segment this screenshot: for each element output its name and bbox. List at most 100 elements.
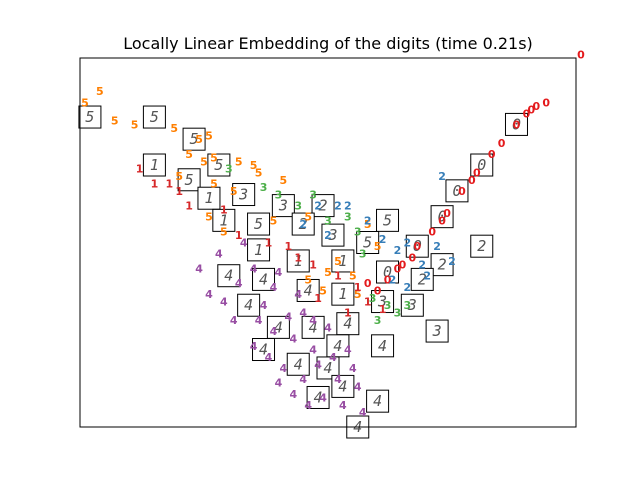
digit-point-1: 1 [175, 185, 183, 198]
digit-thumbnail-frame [366, 389, 390, 413]
digit-point-0: 0 [542, 96, 550, 109]
digit-point-5: 5 [235, 155, 243, 168]
digit-point-2: 2 [334, 200, 342, 213]
digit-thumbnail-frame [182, 127, 206, 151]
digit-thumbnail-frame [197, 186, 221, 210]
digit-point-4: 4 [354, 380, 362, 393]
digit-point-4: 4 [240, 237, 248, 250]
digit-thumbnail-frame [470, 153, 494, 177]
digit-point-0: 0 [468, 174, 476, 187]
digit-point-4: 4 [270, 325, 278, 338]
digit-point-3: 3 [260, 181, 268, 194]
digit-thumbnail-glyph: 5 [185, 171, 194, 189]
digit-point-1: 1 [265, 237, 273, 250]
digit-point-1: 1 [364, 296, 372, 309]
digit-point-5: 5 [131, 118, 139, 131]
digit-thumbnail-frame [306, 385, 330, 409]
digit-thumbnail-glyph: 5 [383, 211, 392, 229]
digit-point-4: 4 [284, 310, 292, 323]
digit-thumbnail-glyph: 5 [214, 156, 223, 174]
digit-thumbnail: 4 [316, 356, 340, 380]
digit-point-3: 3 [309, 189, 317, 202]
digit-thumbnail: 4 [331, 374, 355, 398]
digit-thumbnail-frame [252, 338, 276, 362]
digit-thumbnail: 5 [247, 212, 271, 236]
digit-thumbnail: 1 [247, 238, 271, 262]
digit-point-0: 0 [384, 273, 392, 286]
digit-thumbnail-glyph: 1 [204, 189, 213, 207]
digit-point-5: 5 [81, 96, 89, 109]
digit-point-2: 2 [448, 255, 456, 268]
digit-point-5: 5 [185, 148, 193, 161]
digit-thumbnail-frame [286, 352, 310, 376]
digit-point-3: 3 [369, 292, 377, 305]
digit-point-0: 0 [528, 104, 536, 117]
digit-thumbnail: 2 [470, 234, 494, 258]
digit-thumbnail-frame [217, 264, 241, 288]
digit-point-4: 4 [205, 288, 213, 301]
digit-thumbnail-frame [232, 183, 256, 207]
digit-thumbnail: 5 [142, 105, 166, 129]
digit-point-1: 1 [284, 240, 292, 253]
digit-thumbnail: 4 [237, 293, 261, 317]
digit-thumbnail-frame [356, 231, 380, 254]
digit-thumbnail-glyph: 5 [363, 234, 372, 252]
digit-thumbnail-frame [371, 290, 395, 314]
digit-point-1: 1 [379, 303, 387, 316]
digit-point-3: 3 [344, 211, 352, 224]
digit-thumbnail: 3 [271, 194, 295, 218]
digit-point-4: 4 [334, 373, 342, 386]
digit-thumbnail-glyph: 3 [238, 186, 248, 204]
digit-point-2: 2 [433, 240, 441, 253]
digit-point-5: 5 [374, 240, 382, 253]
digit-thumbnail-frame [331, 249, 355, 273]
digit-point-5: 5 [205, 211, 213, 224]
digit-thumbnail-glyph: 0 [512, 115, 521, 133]
digit-point-2: 2 [379, 233, 387, 246]
digit-thumbnail-glyph: 5 [85, 108, 94, 126]
digit-thumbnail-glyph: 4 [323, 359, 332, 377]
digit-point-2: 2 [324, 229, 332, 242]
digit-thumbnail: 5 [207, 153, 231, 177]
digit-point-5: 5 [319, 284, 327, 297]
digit-point-4: 4 [289, 332, 297, 345]
digit-thumbnail-frame [504, 112, 528, 136]
digit-thumbnail-glyph: 2 [418, 270, 427, 288]
digit-thumbnail-glyph: 0 [438, 208, 447, 226]
digit-point-4: 4 [250, 340, 258, 353]
digit-thumbnail-frame [376, 208, 400, 232]
digit-thumbnail-glyph: 4 [314, 388, 323, 406]
digit-thumbnail-frame [142, 105, 166, 129]
digit-point-3: 3 [374, 314, 382, 327]
digit-thumbnail-glyph: 4 [259, 341, 268, 359]
digit-point-5: 5 [304, 211, 312, 224]
digit-thumbnail-glyph: 3 [278, 197, 288, 215]
digit-point-0: 0 [458, 185, 466, 198]
digit-thumbnail: 3 [425, 319, 449, 343]
digit-point-3: 3 [359, 248, 367, 261]
digit-thumbnail-glyph: 4 [373, 392, 382, 410]
digit-point-0: 0 [443, 207, 451, 220]
digit-thumbnail-frame [212, 208, 236, 232]
digit-thumbnail-glyph: 1 [338, 285, 347, 303]
digit-thumbnail-frame [271, 194, 295, 218]
digit-point-4: 4 [309, 344, 317, 357]
digit-thumbnail: 0 [504, 112, 528, 136]
digit-point-5: 5 [255, 166, 263, 179]
digit-point-4: 4 [299, 307, 307, 320]
digit-thumbnail-frame [331, 374, 355, 398]
digit-thumbnail-frame [331, 282, 355, 306]
digit-thumbnail-glyph: 0 [413, 237, 422, 255]
digit-point-1: 1 [185, 200, 193, 213]
digit-point-1: 1 [151, 177, 159, 190]
digit-thumbnail-frame [445, 179, 469, 203]
digit-point-4: 4 [339, 399, 347, 412]
digit-point-3: 3 [354, 225, 362, 238]
digit-thumbnail-glyph: 3 [432, 322, 442, 340]
digit-thumbnail-glyph: 4 [309, 318, 318, 336]
digit-point-4: 4 [349, 362, 357, 375]
digit-point-2: 2 [344, 200, 352, 213]
digit-point-5: 5 [220, 225, 228, 238]
digit-thumbnail-glyph: 2 [477, 237, 486, 255]
